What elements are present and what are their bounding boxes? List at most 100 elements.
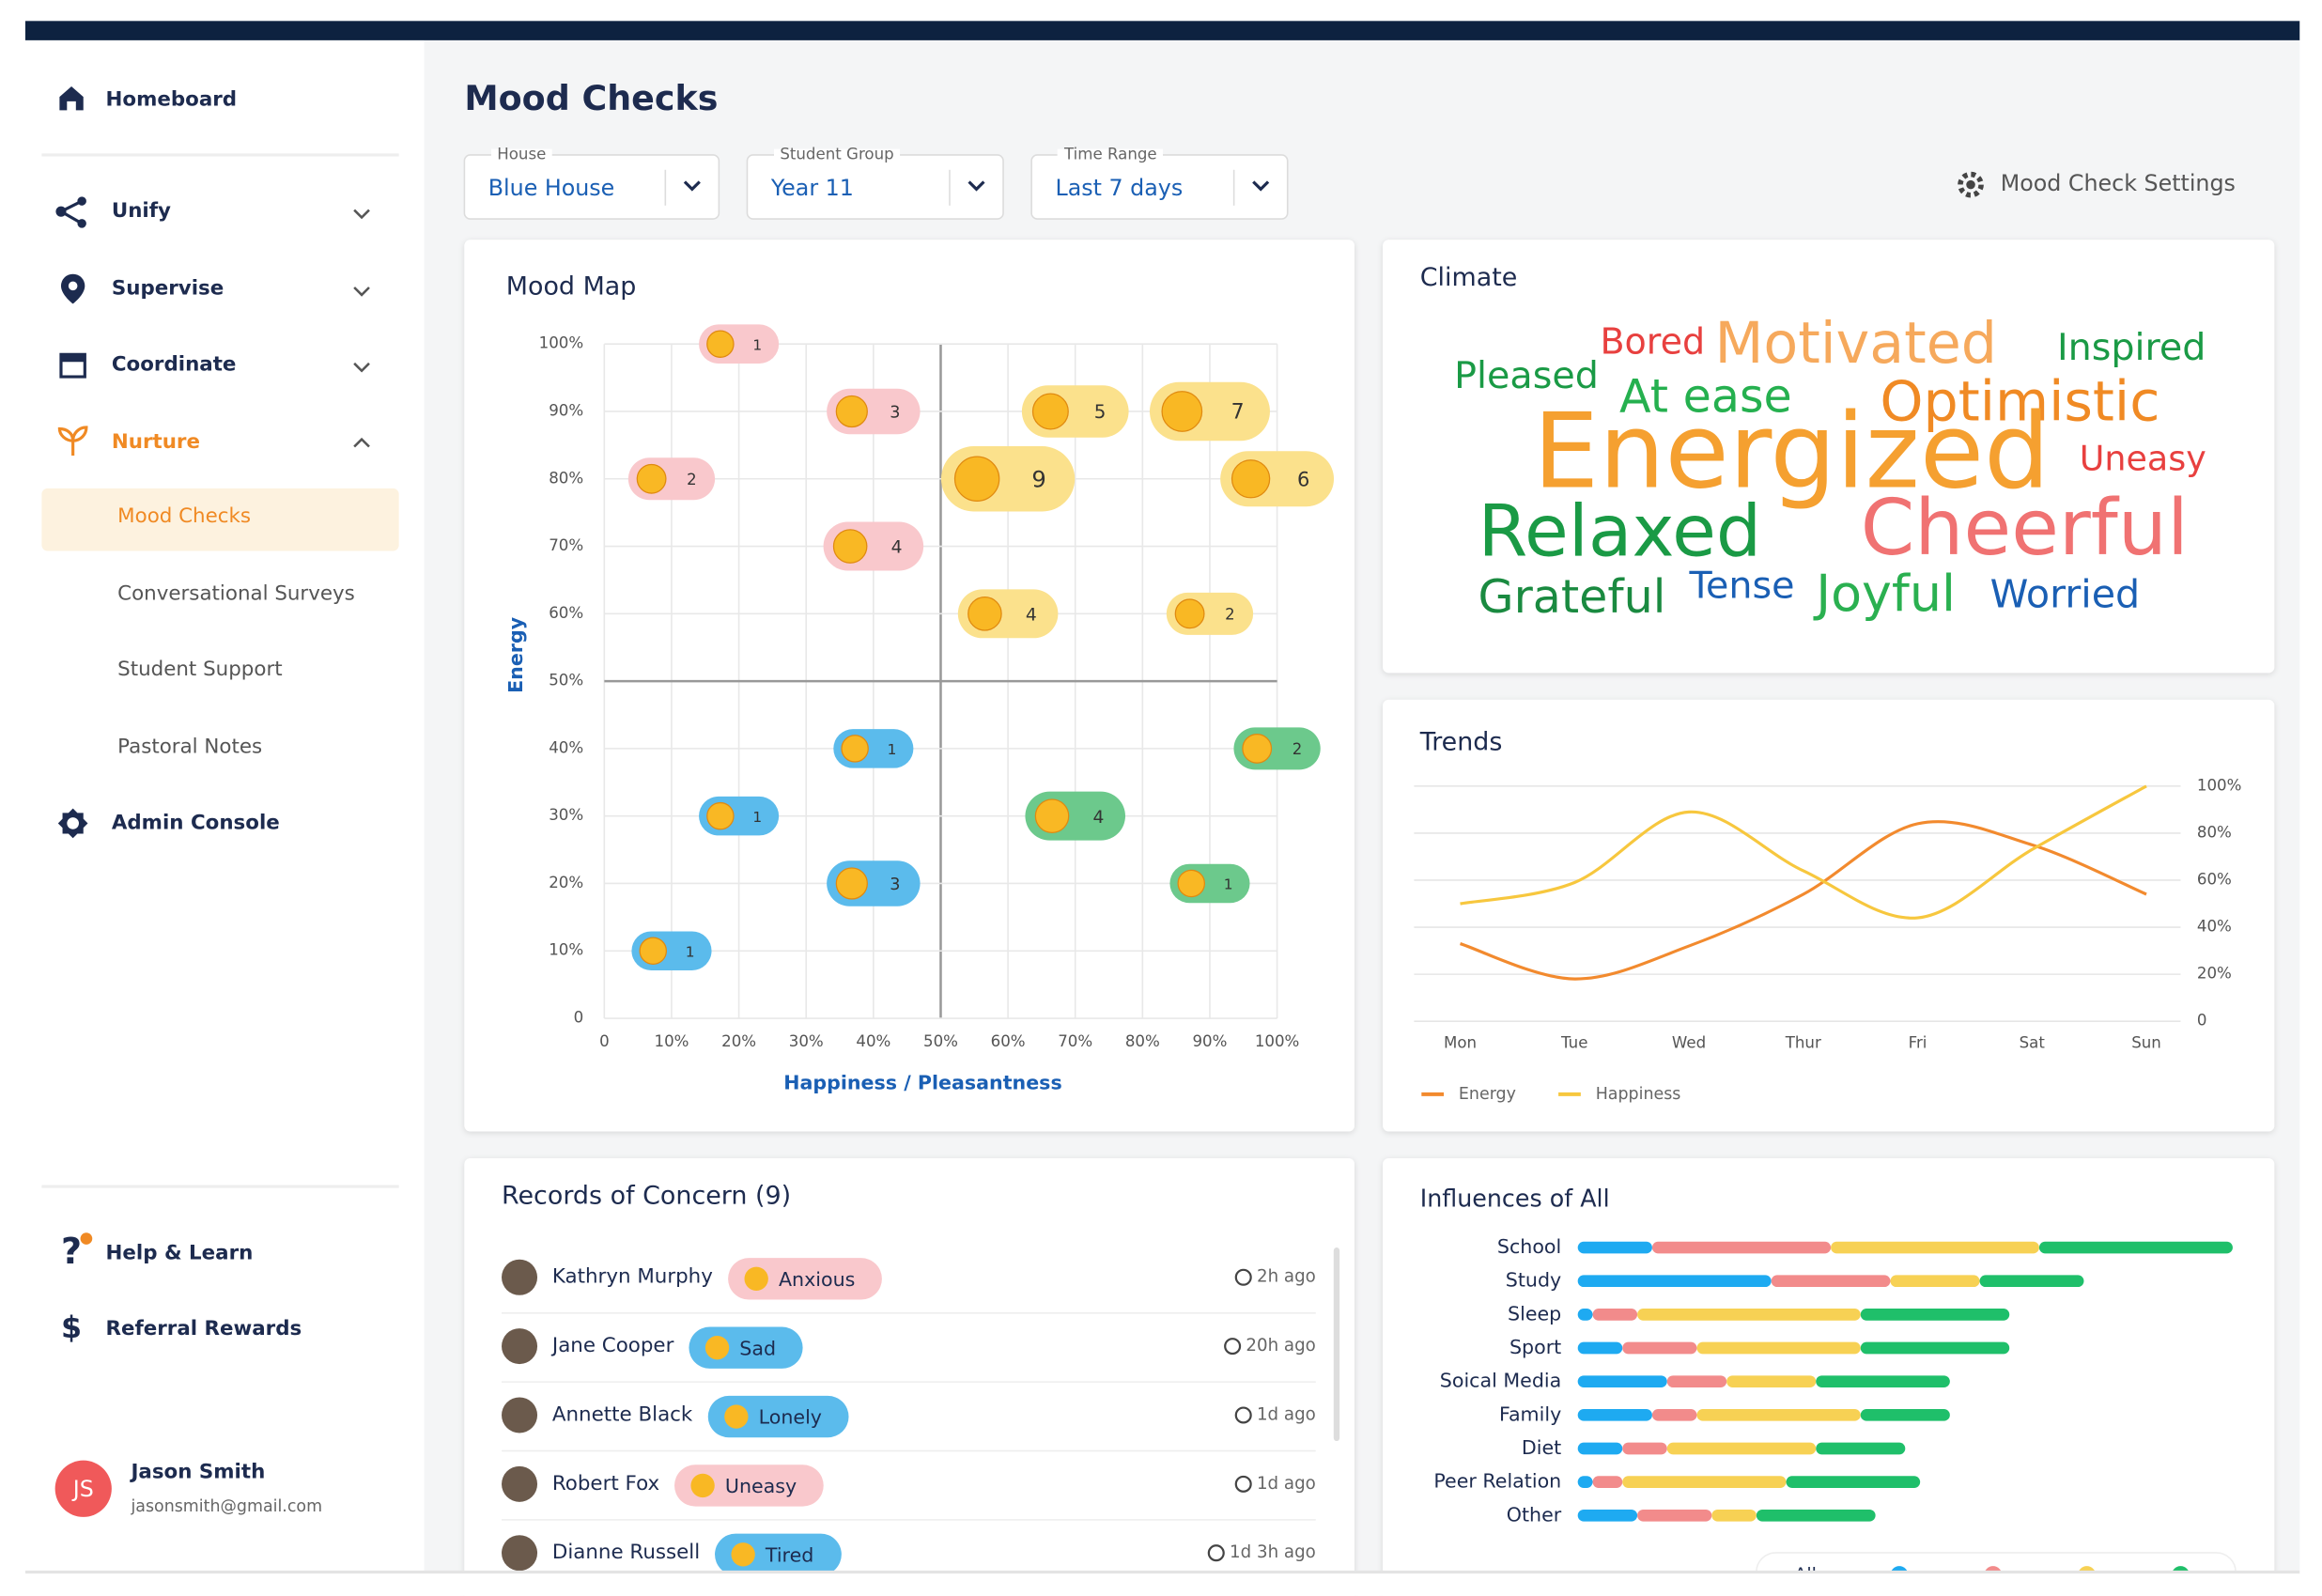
mood-chip xyxy=(674,1464,824,1507)
bar-segment xyxy=(1696,1408,1861,1421)
y-tick-label: 20% xyxy=(2197,965,2232,983)
nav-item[interactable]: Admin Console xyxy=(112,811,280,834)
x-tick-label: 100% xyxy=(1255,1032,1300,1050)
avatar xyxy=(54,1460,112,1517)
bubble-count: 7 xyxy=(1231,401,1245,425)
nav-item[interactable]: Unify xyxy=(112,199,171,223)
y-tick-label: 0 xyxy=(2197,1012,2207,1030)
label-gap xyxy=(490,148,552,162)
x-tick-label: 30% xyxy=(789,1032,824,1050)
category-label: Other xyxy=(1507,1503,1562,1526)
bar-segment xyxy=(1816,1442,1906,1455)
student-name[interactable]: Dianne Russell xyxy=(552,1541,700,1564)
bar-segment xyxy=(1771,1275,1891,1288)
bubble-count: 3 xyxy=(890,404,900,423)
bubble-count: 3 xyxy=(890,875,900,894)
sidebar-icons: ? $ xyxy=(55,86,93,1345)
nurture-icon xyxy=(57,426,88,457)
filter-label: Time Range xyxy=(1063,145,1157,163)
bar-segment xyxy=(1577,1241,1652,1254)
student-name[interactable]: Kathryn Murphy xyxy=(552,1265,713,1289)
mood-emoji xyxy=(636,463,667,494)
active-highlight xyxy=(41,488,399,551)
filter-value[interactable]: Blue House xyxy=(488,175,615,201)
x-tick-label: Mon xyxy=(1444,1033,1477,1051)
bar-segment xyxy=(1979,1275,2084,1288)
bar-segment xyxy=(1726,1375,1817,1388)
student-name[interactable]: Jane Cooper xyxy=(550,1334,674,1357)
cloud-word: Relaxed xyxy=(1478,489,1762,573)
cloud-word: Joyful xyxy=(1813,564,1956,623)
nav-item[interactable]: Coordinate xyxy=(112,352,237,376)
mood-chip xyxy=(728,1258,882,1300)
x-tick-label: Wed xyxy=(1672,1033,1706,1051)
y-tick-label: 90% xyxy=(549,401,583,419)
bar-segment xyxy=(1637,1309,1861,1321)
bubble-count: 5 xyxy=(1094,401,1107,423)
mood-emoji xyxy=(706,330,735,358)
cloud-word: Inspired xyxy=(2057,326,2206,369)
bubble-count: 2 xyxy=(1225,605,1234,623)
filter-label: Student Group xyxy=(780,145,893,163)
filter-box[interactable] xyxy=(463,154,720,220)
nav-item[interactable]: Conversational Surveys xyxy=(117,581,355,605)
mood-emoji xyxy=(1242,733,1273,764)
bar-segment xyxy=(1816,1375,1950,1388)
bubble-count: 4 xyxy=(1092,808,1104,828)
bar-segment xyxy=(1831,1241,2039,1254)
x-tick-label: 90% xyxy=(1192,1032,1227,1050)
y-tick-label: 60% xyxy=(549,604,583,622)
bubble-count: 4 xyxy=(891,538,903,558)
clock-icon xyxy=(1234,1268,1252,1286)
clock-icon xyxy=(1207,1544,1225,1562)
mood-emoji xyxy=(1161,391,1203,432)
bar-segment xyxy=(1860,1408,1950,1421)
avatar-initials: JS xyxy=(71,1476,94,1502)
trend-line xyxy=(1460,820,2147,981)
x-axis-label: Happiness / Pleasantness xyxy=(783,1072,1062,1094)
clock-icon xyxy=(1234,1475,1252,1493)
cloud-word: Worried xyxy=(1990,572,2141,617)
clock-icon xyxy=(1224,1338,1242,1356)
student-name[interactable]: Robert Fox xyxy=(552,1472,659,1495)
category-label: School xyxy=(1497,1235,1561,1258)
avatar xyxy=(502,1465,538,1502)
student-name[interactable]: Annette Black xyxy=(552,1402,693,1426)
mood-emoji xyxy=(841,735,869,763)
y-axis-label: Energy xyxy=(504,616,527,693)
nav-item[interactable]: Student Support xyxy=(117,658,282,681)
mood-label: Anxious xyxy=(779,1268,855,1291)
chip-emoji xyxy=(731,1542,755,1567)
bar-segment xyxy=(1577,1476,1593,1488)
admin-icon xyxy=(57,808,88,839)
nav-item[interactable]: Nurture xyxy=(112,430,200,454)
mood-emoji xyxy=(1174,598,1205,629)
cloud-word: Tense xyxy=(1689,565,1795,608)
x-tick-label: Sun xyxy=(2131,1033,2161,1051)
y-tick-label: 40% xyxy=(2197,918,2232,936)
nav-item[interactable]: Homeboard xyxy=(106,87,238,111)
nav-item[interactable]: Pastoral Notes xyxy=(117,736,262,759)
x-tick-label: Sat xyxy=(2020,1033,2046,1051)
y-tick-label: 50% xyxy=(549,672,583,690)
filter-value[interactable]: Year 11 xyxy=(770,175,854,201)
records-panel xyxy=(464,1157,1354,1596)
x-tick-label: 50% xyxy=(923,1032,958,1050)
y-tick-label: 30% xyxy=(549,806,583,824)
x-tick-label: 20% xyxy=(721,1032,756,1050)
mood-label: Tired xyxy=(765,1543,813,1566)
time-ago: 1d 3h ago xyxy=(1230,1542,1316,1562)
nav-item[interactable]: Mood Checks xyxy=(117,504,251,528)
settings-link[interactable]: Mood Check Settings xyxy=(2001,170,2236,196)
nav-item[interactable]: Referral Rewards xyxy=(106,1317,302,1340)
label-gap xyxy=(774,148,901,162)
bar-segment xyxy=(1622,1341,1697,1355)
filter-value[interactable]: Last 7 days xyxy=(1055,175,1183,201)
nav-item[interactable]: Help & Learn xyxy=(106,1241,254,1264)
cloud-word: Grateful xyxy=(1478,569,1666,624)
x-tick-label: 70% xyxy=(1058,1032,1092,1050)
y-tick-label: 80% xyxy=(549,469,583,487)
y-tick-label: 10% xyxy=(549,941,583,959)
nav-item[interactable]: Supervise xyxy=(112,277,224,301)
